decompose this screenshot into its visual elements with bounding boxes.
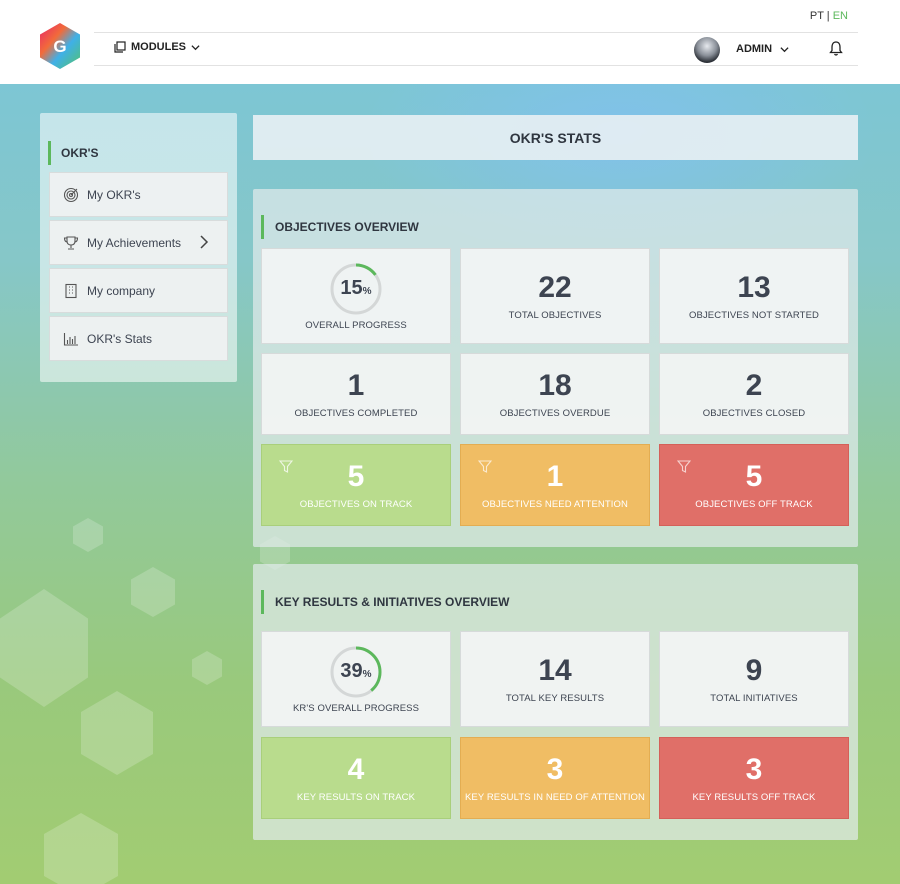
total-initiatives-card: 9 TOTAL INITIATIVES (659, 631, 849, 727)
stat-value: 5 (347, 459, 365, 493)
progress-unit: % (362, 286, 372, 297)
sidebar: OKR'S My OKR's My Achievements My compan… (40, 113, 237, 382)
stat-value: 13 (737, 270, 771, 304)
stat-value: 22 (538, 270, 572, 304)
stat-label: OBJECTIVES ON TRACK (299, 498, 413, 510)
modules-menu[interactable]: MODULES (114, 41, 200, 53)
progress-value: 39 (340, 660, 363, 682)
stat-value: 2 (745, 368, 763, 402)
language-switcher: PT | EN (810, 10, 848, 22)
main-navbar: MODULES ADMIN (94, 32, 858, 66)
bar-chart-icon (63, 332, 78, 346)
stat-value: 1 (347, 368, 365, 402)
sidebar-item-my-achievements[interactable]: My Achievements (49, 220, 228, 265)
lang-separator: | (826, 10, 830, 22)
page-title: OKR'S STATS (253, 115, 858, 160)
user-avatar[interactable] (694, 37, 720, 63)
stat-value: 9 (745, 653, 763, 687)
progress-label: OVERALL PROGRESS (305, 319, 407, 331)
sidebar-item-my-okrs[interactable]: My OKR's (49, 172, 228, 217)
kr-need-attention-card[interactable]: 3 KEY RESULTS IN NEED OF ATTENTION (460, 737, 650, 819)
chevron-down-icon (191, 44, 200, 50)
lang-pt-link[interactable]: PT (809, 10, 824, 22)
kr-off-track-card[interactable]: 3 KEY RESULTS OFF TRACK (659, 737, 849, 819)
stat-label: OBJECTIVES OFF TRACK (695, 498, 813, 510)
stat-label: OBJECTIVES CLOSED (702, 407, 806, 419)
sidebar-item-okrs-stats[interactable]: OKR's Stats (49, 316, 228, 361)
objectives-completed-card: 1 OBJECTIVES COMPLETED (261, 353, 451, 435)
app-logo[interactable]: G (38, 22, 82, 70)
kr-progress-ring: 39% (329, 645, 383, 699)
kr-progress-card: 39% KR'S OVERALL PROGRESS (261, 631, 451, 727)
modules-label: MODULES (131, 41, 186, 53)
user-menu[interactable]: ADMIN (736, 43, 789, 55)
logo-letter: G (53, 37, 66, 56)
objectives-on-track-card[interactable]: 5 OBJECTIVES ON TRACK (261, 444, 451, 526)
total-objectives-card: 22 TOTAL OBJECTIVES (460, 248, 650, 344)
objectives-overdue-card: 18 OBJECTIVES OVERDUE (460, 353, 650, 435)
stat-label: OBJECTIVES COMPLETED (294, 407, 418, 419)
objectives-panel-title: OBJECTIVES OVERVIEW (261, 215, 419, 239)
objectives-panel: OBJECTIVES OVERVIEW 15% OVERALL PROGRESS… (253, 189, 858, 547)
stat-label: OBJECTIVES NOT STARTED (689, 309, 819, 321)
stat-label: OBJECTIVES OVERDUE (499, 407, 611, 419)
stat-value: 3 (745, 752, 763, 786)
trophy-icon (63, 235, 79, 250)
sidebar-item-label: My Achievements (87, 235, 182, 250)
stat-label: TOTAL KEY RESULTS (505, 692, 605, 704)
stat-label: KEY RESULTS OFF TRACK (692, 791, 816, 803)
objectives-closed-card: 2 OBJECTIVES CLOSED (659, 353, 849, 435)
objectives-off-track-card[interactable]: 5 OBJECTIVES OFF TRACK (659, 444, 849, 526)
total-key-results-card: 14 TOTAL KEY RESULTS (460, 631, 650, 727)
chevron-down-icon (780, 46, 789, 52)
sidebar-heading: OKR'S (48, 141, 99, 165)
stat-value: 1 (546, 459, 564, 493)
modules-icon (114, 41, 126, 53)
stat-value: 5 (745, 459, 763, 493)
lang-en-link[interactable]: EN (832, 10, 848, 22)
sidebar-item-my-company[interactable]: My company (49, 268, 228, 313)
filter-icon[interactable] (478, 460, 492, 473)
top-header: PT | EN G MODULES ADMIN (0, 0, 900, 84)
sidebar-item-label: My OKR's (87, 187, 141, 202)
target-icon (63, 187, 79, 202)
progress-label: KR'S OVERALL PROGRESS (292, 702, 420, 714)
sidebar-item-label: My company (87, 283, 156, 298)
objectives-progress-ring: 15% (329, 262, 383, 316)
chevron-right-icon (200, 235, 209, 249)
notifications-bell-icon[interactable] (828, 40, 844, 62)
filter-icon[interactable] (279, 460, 293, 473)
stat-value: 4 (347, 752, 365, 786)
stat-label: TOTAL INITIATIVES (710, 692, 798, 704)
stat-value: 3 (546, 752, 564, 786)
objectives-need-attention-card[interactable]: 1 OBJECTIVES NEED ATTENTION (460, 444, 650, 526)
progress-value: 15 (340, 277, 363, 299)
sidebar-item-label: OKR's Stats (87, 331, 152, 346)
stat-value: 14 (538, 653, 572, 687)
key-results-panel: KEY RESULTS & INITIATIVES OVERVIEW 39% K… (253, 564, 858, 840)
objectives-progress-card: 15% OVERALL PROGRESS (261, 248, 451, 344)
key-results-panel-title: KEY RESULTS & INITIATIVES OVERVIEW (261, 590, 509, 614)
progress-unit: % (362, 669, 372, 680)
filter-icon[interactable] (677, 460, 691, 473)
user-name: ADMIN (736, 43, 773, 55)
building-icon (65, 283, 77, 298)
kr-on-track-card[interactable]: 4 KEY RESULTS ON TRACK (261, 737, 451, 819)
stat-label: KEY RESULTS IN NEED OF ATTENTION (464, 791, 646, 803)
stat-label: TOTAL OBJECTIVES (508, 309, 602, 321)
objectives-not-started-card: 13 OBJECTIVES NOT STARTED (659, 248, 849, 344)
stat-value: 18 (538, 368, 572, 402)
stat-label: OBJECTIVES NEED ATTENTION (482, 498, 628, 510)
stat-label: KEY RESULTS ON TRACK (296, 791, 416, 803)
